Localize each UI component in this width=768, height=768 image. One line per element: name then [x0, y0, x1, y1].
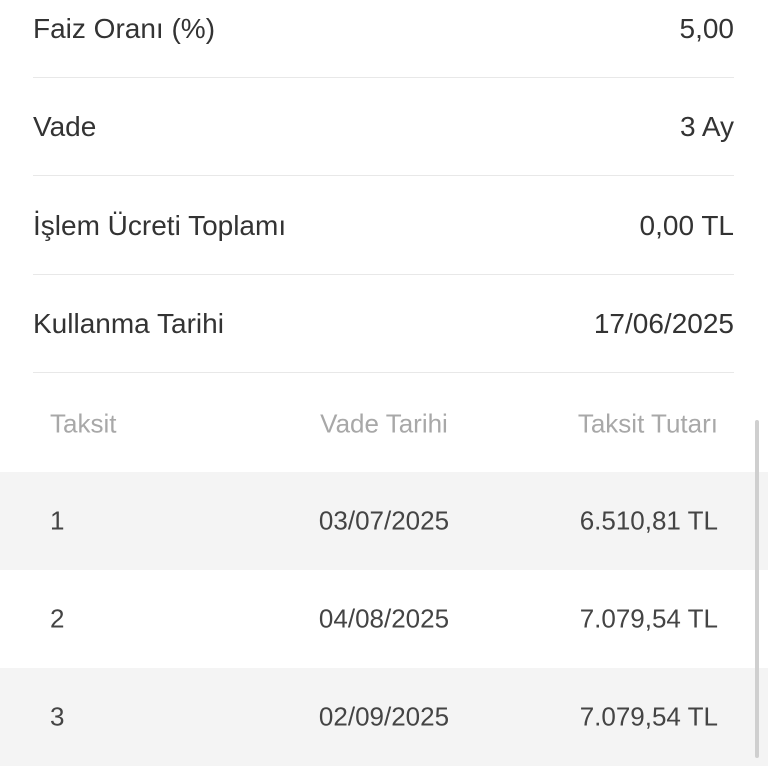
- summary-row-term: Vade 3 Ay: [33, 78, 734, 176]
- summary-row-fee-total: İşlem Ücreti Toplamı 0,00 TL: [33, 177, 734, 275]
- summary-value: 0,00 TL: [639, 209, 734, 241]
- summary-row-interest-rate: Faiz Oranı (%) 5,00: [33, 0, 734, 78]
- installment-number: 1: [50, 505, 65, 536]
- installment-table-header: Taksit Vade Tarihi Taksit Tutarı: [0, 375, 768, 472]
- summary-value: 5,00: [679, 12, 735, 44]
- installment-number: 3: [50, 701, 65, 732]
- scrollbar[interactable]: [755, 420, 759, 758]
- summary-value: 17/06/2025: [593, 307, 734, 339]
- summary-label: Vade: [33, 110, 97, 142]
- due-date: 04/08/2025: [318, 603, 450, 634]
- installment-amount: 7.079,54 TL: [579, 701, 718, 732]
- summary-label: İşlem Ücreti Toplamı: [33, 209, 287, 241]
- summary-row-usage-date: Kullanma Tarihi 17/06/2025: [33, 275, 734, 373]
- table-row: 1 03/07/2025 6.510,81 TL: [0, 472, 768, 570]
- header-due-date: Vade Tarihi: [320, 408, 448, 438]
- installment-amount: 6.510,81 TL: [579, 505, 718, 536]
- installment-number: 2: [50, 603, 65, 634]
- header-installment: Taksit: [50, 408, 117, 438]
- installment-amount: 7.079,54 TL: [579, 603, 718, 634]
- due-date: 02/09/2025: [318, 701, 450, 732]
- summary-label: Kullanma Tarihi: [33, 307, 224, 339]
- header-amount: Taksit Tutarı: [577, 408, 718, 438]
- due-date: 03/07/2025: [318, 505, 450, 536]
- table-row: 2 04/08/2025 7.079,54 TL: [0, 570, 768, 668]
- table-row: 3 02/09/2025 7.079,54 TL: [0, 668, 768, 766]
- summary-value: 3 Ay: [680, 110, 734, 142]
- summary-label: Faiz Oranı (%): [33, 12, 216, 44]
